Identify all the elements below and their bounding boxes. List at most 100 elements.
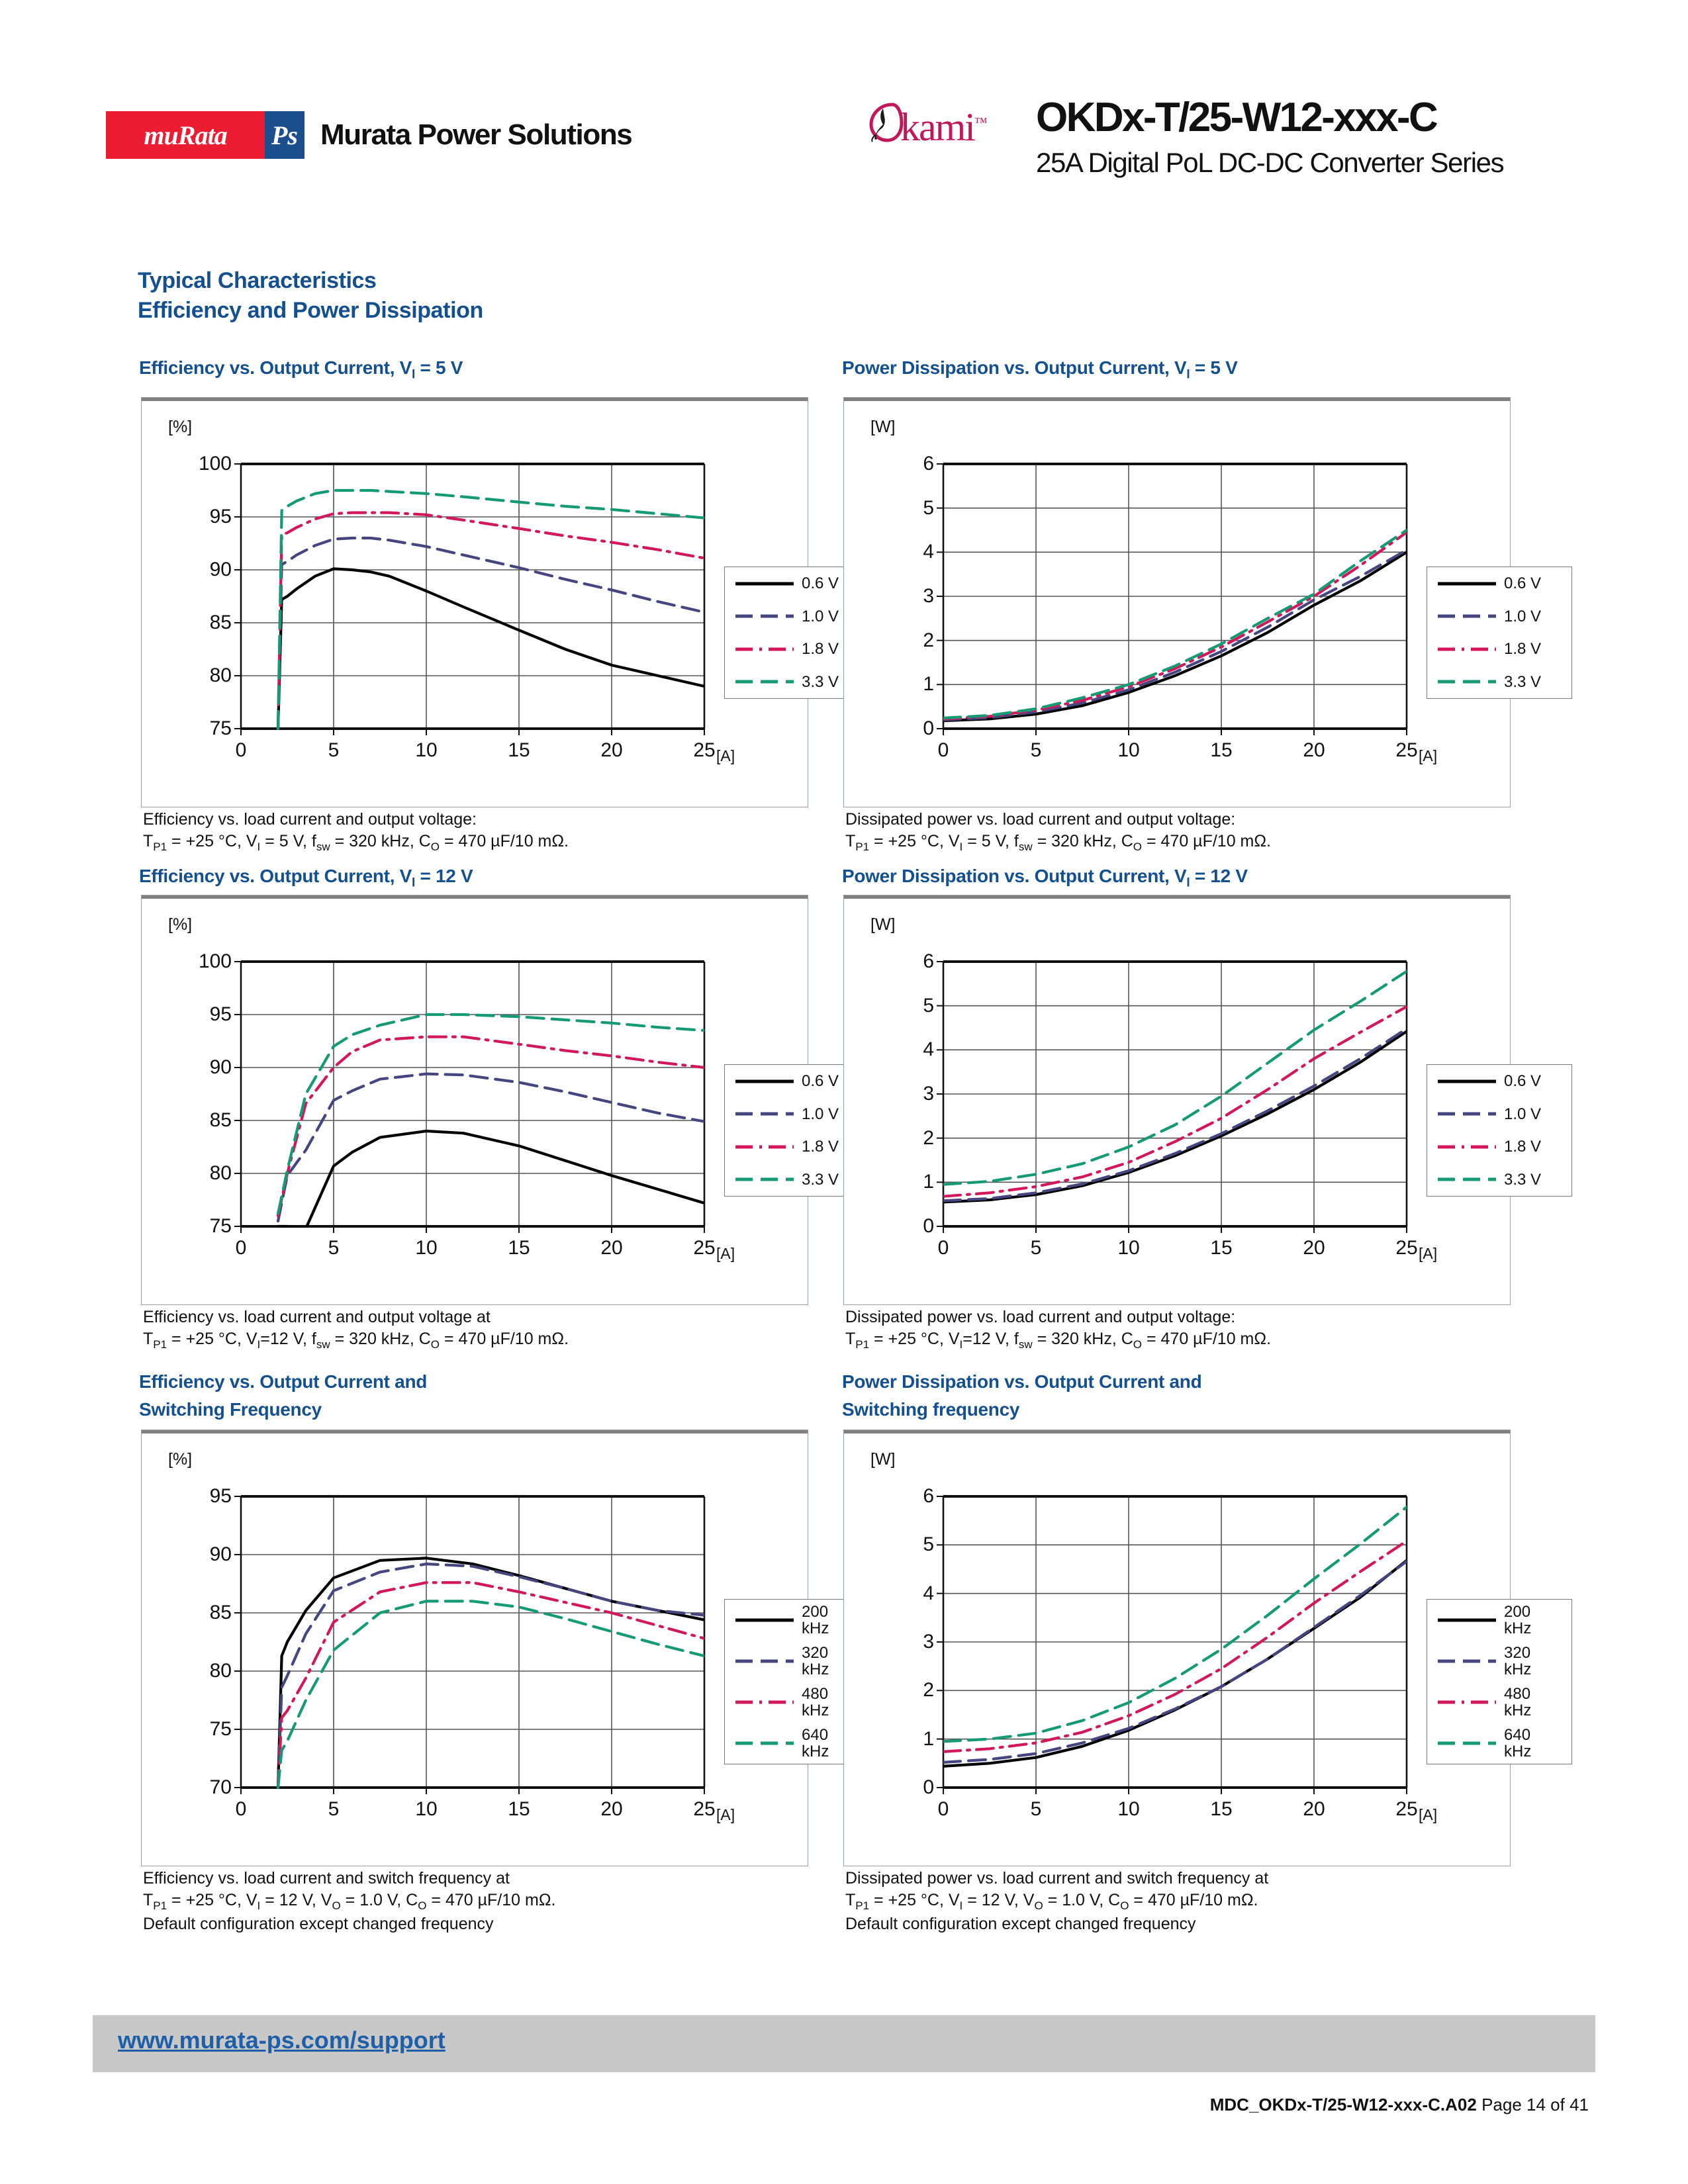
murata-wordmark-text: muRata	[144, 120, 227, 150]
legend-label: 3.3 V	[802, 672, 839, 691]
series-line	[276, 1013, 704, 1215]
legend-label: 480 kHz	[802, 1684, 829, 1719]
caption-line2: TP1 = +25 °C, VI=12 V, fsw = 320 kHz, CO…	[845, 1330, 1272, 1351]
chart-plot	[234, 463, 706, 735]
x-axis-unit: [A]	[1419, 1245, 1438, 1262]
x-axis-tick-label: 10	[415, 1237, 438, 1259]
legend-item: 1.8 V	[1427, 1130, 1571, 1163]
legend-label: 3.3 V	[1504, 672, 1542, 691]
legend-item: 200 kHz	[1427, 1600, 1571, 1641]
chart-plot	[234, 1495, 706, 1794]
caption-eff-12v: Efficiency vs. load current and output v…	[143, 1306, 569, 1352]
y-axis-tick-label: 5	[923, 1533, 934, 1556]
legend-line-swatch	[1436, 1075, 1497, 1088]
murata-wordmark: muRata	[106, 111, 265, 159]
heading-suffix: = 12 V	[1190, 866, 1248, 886]
heading-subscript: I	[412, 876, 416, 890]
legend-line-swatch	[734, 1075, 795, 1088]
footer-doc-info: MDC_OKDx-T/25-W12-xxx-C.A02 Page 14 of 4…	[1210, 2095, 1589, 2115]
x-axis-tick-label: 15	[508, 1798, 530, 1820]
legend-item: 1.0 V	[1427, 1098, 1571, 1131]
x-axis-tick-label: 5	[1030, 1237, 1042, 1259]
x-axis-tick-label: 20	[1303, 1237, 1325, 1259]
legend-label: 1.8 V	[1504, 640, 1542, 659]
series-line	[276, 1072, 704, 1223]
y-axis-tick-label: 75	[209, 1215, 232, 1237]
heading-text: Power Dissipation vs. Output Current, V	[842, 866, 1187, 886]
series-line	[943, 551, 1407, 723]
legend-line-swatch	[734, 1614, 795, 1627]
series-line	[943, 1560, 1407, 1764]
legend-item: 640 kHz	[1427, 1723, 1571, 1764]
support-link[interactable]: www.murata-ps.com/support	[118, 2026, 445, 2054]
legend-label: 1.0 V	[1504, 607, 1542, 625]
y-axis-tick-label: 4	[923, 541, 934, 563]
legend-label: 1.8 V	[1504, 1138, 1542, 1156]
legend-item: 640 kHz	[725, 1723, 869, 1764]
x-axis-unit: [A]	[716, 1806, 735, 1823]
y-axis-unit: [%]	[168, 1450, 193, 1469]
series-line	[943, 1030, 1407, 1204]
x-axis-unit: [A]	[1419, 747, 1438, 764]
x-axis-tick-label: 5	[1030, 739, 1042, 761]
y-axis-tick-label: 85	[209, 612, 232, 633]
x-axis-tick-label: 25	[693, 1798, 716, 1820]
legend-label: 3.3 V	[802, 1170, 839, 1189]
y-axis-tick-label: 2	[923, 1679, 934, 1702]
trademark-symbol: ™	[974, 115, 988, 130]
x-axis-tick-label: 25	[693, 1237, 716, 1259]
legend-item: 3.3 V	[1427, 666, 1571, 699]
caption-eff-fsw: Efficiency vs. load current and switch f…	[143, 1868, 555, 1935]
y-axis-tick-label: 5	[923, 496, 934, 519]
x-axis-tick-label: 15	[1210, 1798, 1233, 1820]
chart-heading-eff-12v: Efficiency vs. Output Current, VI = 12 V	[139, 866, 473, 891]
heading-suffix: = 5 V	[415, 357, 463, 378]
y-axis-tick-label: 2	[923, 1126, 934, 1149]
legend-label: 200 kHz	[1504, 1602, 1532, 1637]
caption-line2: TP1 = +25 °C, VI = 12 V, VO = 1.0 V, CO …	[845, 1891, 1258, 1912]
x-axis-tick-label: 20	[600, 739, 623, 761]
chart-panel-pd-5v: [W] [A] 0 1 2 3 4 5 6 0 5 10 15 20 25 0.6 V 1.0 V 1.8 V 3.…	[843, 397, 1572, 807]
y-axis-tick-label: 80	[209, 1162, 232, 1184]
x-axis-tick-label: 20	[600, 1798, 623, 1820]
x-axis-tick-label: 5	[328, 1798, 340, 1820]
x-axis-tick-label: 20	[1303, 1798, 1325, 1820]
legend-label: 640 kHz	[802, 1725, 829, 1760]
series-line	[943, 531, 1407, 721]
series-line	[276, 567, 704, 730]
legend-item: 1.0 V	[1427, 600, 1571, 633]
chart-heading-eff-fsw-l1: Efficiency vs. Output Current and	[139, 1371, 428, 1392]
heading-suffix: = 5 V	[1190, 357, 1238, 378]
series-line	[276, 511, 704, 730]
chart-panel-pd-12v: [W] [A] 0 1 2 3 4 5 6 0 5 10 15 20 25 0.6 V 1.0 V 1.8 V 3.…	[843, 895, 1572, 1305]
heading-subscript: I	[1186, 876, 1190, 890]
footer-bar	[93, 2015, 1595, 2072]
legend-item: 3.3 V	[725, 1163, 869, 1197]
x-axis-tick-label: 10	[1117, 1237, 1140, 1259]
caption-line2: TP1 = +25 °C, VI = 12 V, VO = 1.0 V, CO …	[143, 1891, 556, 1912]
y-axis-tick-label: 95	[209, 1003, 232, 1025]
x-axis-tick-label: 25	[1395, 1798, 1418, 1820]
y-axis-tick-label: 90	[209, 559, 232, 580]
company-name: Murata Power Solutions	[320, 118, 633, 151]
x-axis-tick-label: 0	[937, 1237, 949, 1259]
y-axis-tick-label: 3	[923, 585, 934, 607]
page-header: muRata Ps Murata Power Solutions kami™ O…	[0, 0, 1688, 199]
chart-heading-pd-12v: Power Dissipation vs. Output Current, VI…	[842, 866, 1248, 891]
y-axis-tick-label: 3	[923, 1083, 934, 1105]
y-axis-tick-label: 85	[209, 1109, 232, 1131]
chart-heading-pd-fsw-l1: Power Dissipation vs. Output Current and	[842, 1371, 1202, 1392]
legend-label: 1.0 V	[802, 1105, 839, 1123]
x-axis-tick-label: 20	[1303, 739, 1325, 761]
y-axis-tick-label: 0	[923, 1776, 934, 1798]
chart-panel-eff-12v: [%] [A] 75 80 85 90 95 100 0 5 10 15 20 25 0.6 V 1.0 V 1…	[141, 895, 870, 1305]
series-line	[943, 528, 1407, 720]
ps-wordmark: Ps	[265, 111, 305, 159]
legend-label: 1.8 V	[802, 640, 839, 659]
y-axis-tick-label: 1	[923, 1171, 934, 1193]
footer-page-number: Page 14 of 41	[1481, 2095, 1589, 2115]
y-axis-unit: [W]	[870, 418, 896, 436]
chart-panel-pd-fsw: [W] [A] 0 1 2 3 4 5 6 0 5 10 15 20 25 200 kHz 320 kHz 480 kH…	[843, 1430, 1572, 1866]
caption-line3: Default configuration except changed fre…	[845, 1915, 1196, 1934]
series-line	[276, 1035, 704, 1218]
